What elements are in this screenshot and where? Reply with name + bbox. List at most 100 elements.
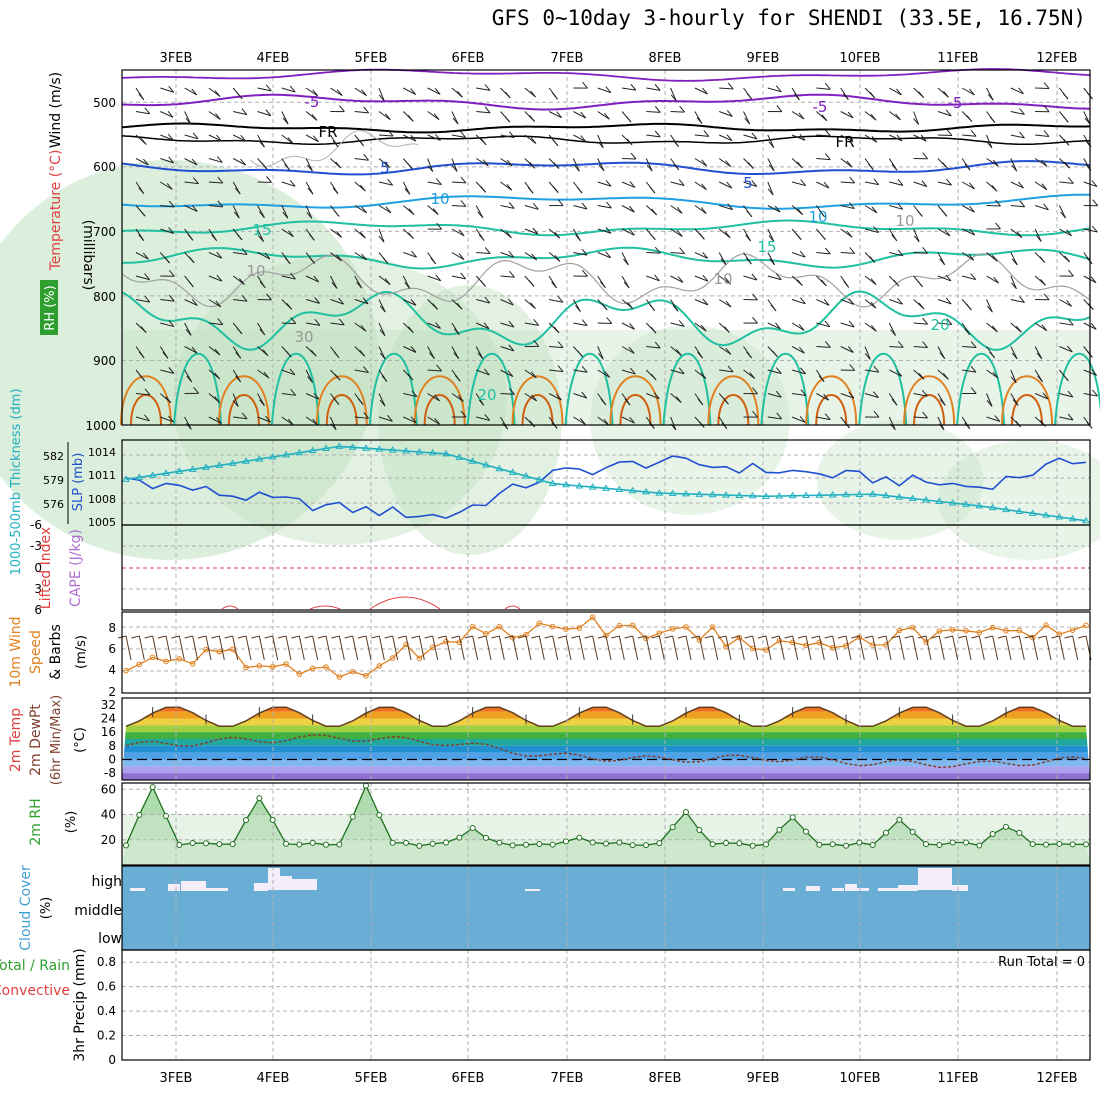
wind-barb — [873, 410, 880, 418]
wind-barb — [576, 186, 583, 194]
wind-barb — [427, 275, 441, 282]
wind-barb — [312, 89, 319, 97]
thickness-marker — [375, 445, 384, 452]
wind-barb — [1092, 199, 1099, 207]
wind-barb — [232, 205, 240, 219]
isotherm-loop — [707, 375, 760, 426]
wind-barb — [208, 275, 223, 282]
isotherm-line — [121, 160, 1091, 176]
wind-barb-10m — [898, 635, 905, 661]
wind10-unit-label: (m/s) — [74, 635, 89, 669]
wind-barb — [162, 351, 169, 359]
isotherm-label: 10 — [713, 270, 732, 288]
wind-barb — [305, 205, 313, 219]
wind-barb — [799, 133, 806, 141]
wind-barb — [986, 158, 999, 167]
wind-barb — [694, 322, 707, 332]
wind-barb — [700, 324, 707, 332]
wind-barb — [767, 369, 782, 375]
wind-barb — [969, 182, 975, 190]
isotherm-loop — [120, 375, 172, 426]
wind-barb — [191, 299, 198, 306]
wind-barb — [941, 209, 948, 217]
rh2m-marker — [669, 824, 676, 831]
wind-barb — [160, 134, 174, 141]
wind-barb — [873, 226, 879, 233]
wind-barb — [240, 134, 247, 142]
wind-barb — [824, 320, 831, 328]
wind-barb — [969, 88, 975, 96]
wind-barb — [846, 230, 853, 238]
wind-barb — [628, 205, 635, 213]
wind-barb — [193, 177, 199, 184]
date-label-top: 7FEB — [551, 51, 584, 66]
temp-tick: -8 — [104, 766, 116, 780]
temp-tick: 16 — [101, 725, 116, 739]
wind-barb — [820, 233, 826, 241]
wind-barb — [816, 322, 831, 328]
rh2m-marker — [603, 840, 609, 847]
wind-barb — [816, 393, 829, 401]
wind-barb-10m — [658, 635, 665, 661]
wind-barb — [1091, 180, 1098, 187]
wind-barb — [553, 162, 560, 169]
wind-barb — [840, 111, 854, 119]
thickness-marker — [482, 460, 490, 468]
wind-barb — [378, 235, 385, 243]
wind-barb — [849, 176, 856, 184]
wind-barb — [258, 235, 264, 242]
thickness-marker — [615, 485, 624, 493]
wind-barb — [799, 250, 806, 258]
wind-barb — [970, 129, 977, 137]
wind-barb — [138, 187, 145, 194]
wind-barb — [776, 412, 783, 420]
wind-barb — [889, 134, 903, 142]
wind-speed-marker — [776, 637, 783, 644]
wind-barb — [362, 297, 369, 305]
wind-barb-10m — [224, 635, 233, 639]
wind-barb — [168, 156, 174, 164]
wind-barb-10m — [885, 635, 892, 661]
wind-barb — [305, 134, 319, 143]
wind-barb — [1040, 278, 1046, 286]
wind-barb — [694, 87, 708, 95]
thickness-marker — [242, 457, 250, 464]
wind-barb — [500, 393, 515, 395]
wind-speed-marker — [1043, 622, 1049, 628]
wind-barb — [621, 369, 636, 375]
wind-barb — [869, 91, 876, 99]
wind-barb — [696, 117, 703, 124]
thickness-marker — [215, 461, 224, 468]
wind-speed-marker — [669, 626, 676, 632]
wind-barb — [597, 111, 610, 120]
wind-barb — [937, 181, 952, 186]
wind-barb-10m — [605, 635, 612, 661]
wind-barb — [891, 398, 898, 406]
wind-barb — [864, 228, 879, 233]
wind-barb — [597, 134, 604, 149]
cape-axis-label: CAPE (J/kg) — [68, 529, 84, 607]
wind-barb — [311, 114, 318, 121]
wind-barb — [232, 400, 239, 407]
rh2m-marker — [469, 825, 476, 832]
wind-barb — [573, 416, 586, 425]
wind-barb-10m — [237, 635, 247, 639]
wind-barb — [135, 299, 150, 303]
isotherm-loop — [521, 394, 554, 426]
wind-barb — [508, 202, 515, 209]
wind-speed-marker — [909, 624, 916, 631]
wind-barb — [922, 247, 928, 254]
wind-barb-10m — [792, 635, 799, 661]
wind-barb — [792, 393, 807, 397]
rh2m-marker — [803, 828, 809, 835]
wind-speed-marker — [549, 623, 556, 630]
thickness-marker — [415, 447, 424, 455]
wind-barb — [1066, 229, 1072, 237]
wind-barb — [363, 366, 369, 373]
wind-barb — [775, 85, 782, 93]
wind-barb — [478, 234, 485, 241]
wind-speed-marker — [389, 655, 396, 661]
wind-barb-10m — [712, 635, 719, 661]
wind-barb — [670, 416, 677, 431]
wind-barb — [628, 347, 635, 354]
